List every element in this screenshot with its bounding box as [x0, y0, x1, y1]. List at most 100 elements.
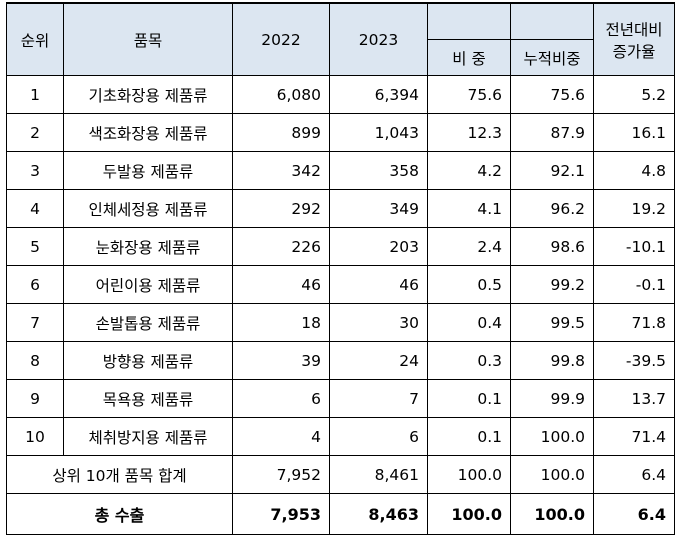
cell-cumulative: 99.8: [510, 341, 594, 380]
table-row: 2 색조화장용 제품류 899 1,043 12.3 87.9 16.1: [6, 113, 675, 152]
cell-2023: 203: [329, 227, 428, 266]
cell-cumulative: 87.9: [510, 113, 594, 152]
total-row: 총 수출 7,953 8,463 100.0 100.0 6.4: [6, 493, 675, 535]
cell-cumulative: 75.6: [510, 75, 594, 114]
cell-cumulative: 99.5: [510, 303, 594, 342]
total-2023: 8,463: [329, 493, 428, 535]
cell-2023: 24: [329, 341, 428, 380]
table-row: 9 목욕용 제품류 6 7 0.1 99.9 13.7: [6, 379, 675, 418]
cell-cumulative: 100.0: [510, 417, 594, 456]
cell-2022: 39: [232, 341, 330, 380]
table-row: 5 눈화장용 제품류 226 203 2.4 98.6 -10.1: [6, 227, 675, 266]
cell-growth: 16.1: [593, 113, 675, 152]
subtotal-2023: 8,461: [329, 455, 428, 494]
header-2022: 2022: [232, 2, 330, 76]
cell-share: 12.3: [427, 113, 511, 152]
table-row: 8 방향용 제품류 39 24 0.3 99.8 -39.5: [6, 341, 675, 380]
cell-share: 0.1: [427, 379, 511, 418]
subtotal-cumulative: 100.0: [510, 455, 594, 494]
cell-rank: 3: [6, 151, 64, 190]
cell-growth: 19.2: [593, 189, 675, 228]
table-row: 7 손발톱용 제품류 18 30 0.4 99.5 71.8: [6, 303, 675, 342]
table-row: 3 두발용 제품류 342 358 4.2 92.1 4.8: [6, 151, 675, 190]
subtotal-2022: 7,952: [232, 455, 330, 494]
cell-growth: -10.1: [593, 227, 675, 266]
cell-cumulative: 99.2: [510, 265, 594, 304]
cell-rank: 1: [6, 75, 64, 114]
cell-2022: 46: [232, 265, 330, 304]
cell-item: 눈화장용 제품류: [63, 227, 233, 266]
header-growth-line1: 전년대비: [605, 20, 663, 39]
cell-share: 2.4: [427, 227, 511, 266]
cell-2023: 6,394: [329, 75, 428, 114]
cell-rank: 10: [6, 417, 64, 456]
cell-2023: 1,043: [329, 113, 428, 152]
cell-rank: 6: [6, 265, 64, 304]
cell-growth: 13.7: [593, 379, 675, 418]
table-body: 1 기초화장용 제품류 6,080 6,394 75.6 75.6 5.2 2 색조화장용 제품…: [6, 75, 675, 456]
cell-growth: 71.8: [593, 303, 675, 342]
cell-2023: 6: [329, 417, 428, 456]
cell-2023: 30: [329, 303, 428, 342]
cell-2022: 6,080: [232, 75, 330, 114]
cell-2023: 358: [329, 151, 428, 190]
cell-2022: 292: [232, 189, 330, 228]
cell-rank: 7: [6, 303, 64, 342]
cell-item: 인체세정용 제품류: [63, 189, 233, 228]
cell-item: 두발용 제품류: [63, 151, 233, 190]
cell-share: 4.1: [427, 189, 511, 228]
cell-2022: 899: [232, 113, 330, 152]
cell-growth: 4.8: [593, 151, 675, 190]
cell-share: 4.2: [427, 151, 511, 190]
cell-growth: -39.5: [593, 341, 675, 380]
cell-rank: 8: [6, 341, 64, 380]
cell-share: 75.6: [427, 75, 511, 114]
header-blank-cumulative: [510, 2, 594, 40]
header-share: 비 중: [427, 39, 511, 76]
header-growth: 전년대비 증가율: [593, 2, 675, 76]
cell-2023: 349: [329, 189, 428, 228]
total-2022: 7,953: [232, 493, 330, 535]
header-blank-share: [427, 2, 511, 40]
subtotal-growth: 6.4: [593, 455, 675, 494]
header-2023: 2023: [329, 2, 428, 76]
cell-cumulative: 92.1: [510, 151, 594, 190]
table-row: 6 어린이용 제품류 46 46 0.5 99.2 -0.1: [6, 265, 675, 304]
cell-2022: 6: [232, 379, 330, 418]
export-table-container: 순위 품목 2022 2023 전년대비 증가율 비 중 누적비중 1 기초화장용…: [6, 2, 675, 535]
header-growth-line2: 증가율: [612, 42, 656, 61]
cell-growth: -0.1: [593, 265, 675, 304]
cell-2022: 18: [232, 303, 330, 342]
cell-item: 체취방지용 제품류: [63, 417, 233, 456]
cell-item: 손발톱용 제품류: [63, 303, 233, 342]
cell-item: 방향용 제품류: [63, 341, 233, 380]
header-item: 품목: [63, 2, 233, 76]
subtotal-row: 상위 10개 품목 합계 7,952 8,461 100.0 100.0 6.4: [6, 455, 675, 494]
cell-share: 0.3: [427, 341, 511, 380]
cell-cumulative: 98.6: [510, 227, 594, 266]
cell-item: 기초화장용 제품류: [63, 75, 233, 114]
cell-2022: 4: [232, 417, 330, 456]
cosmetics-export-table: 순위 품목 2022 2023 전년대비 증가율 비 중 누적비중 1 기초화장용…: [6, 2, 675, 535]
cell-2023: 7: [329, 379, 428, 418]
cell-item: 색조화장용 제품류: [63, 113, 233, 152]
total-label: 총 수출: [6, 493, 233, 535]
cell-rank: 2: [6, 113, 64, 152]
cell-share: 0.5: [427, 265, 511, 304]
header-rank: 순위: [6, 2, 64, 76]
table-row: 1 기초화장용 제품류 6,080 6,394 75.6 75.6 5.2: [6, 75, 675, 114]
cell-cumulative: 99.9: [510, 379, 594, 418]
cell-growth: 71.4: [593, 417, 675, 456]
header-cumulative: 누적비중: [510, 39, 594, 76]
total-share: 100.0: [427, 493, 511, 535]
cell-2023: 46: [329, 265, 428, 304]
cell-2022: 342: [232, 151, 330, 190]
cell-2022: 226: [232, 227, 330, 266]
subtotal-label: 상위 10개 품목 합계: [6, 455, 233, 494]
cell-share: 0.1: [427, 417, 511, 456]
cell-growth: 5.2: [593, 75, 675, 114]
cell-cumulative: 96.2: [510, 189, 594, 228]
cell-rank: 4: [6, 189, 64, 228]
cell-share: 0.4: [427, 303, 511, 342]
total-cumulative: 100.0: [510, 493, 594, 535]
